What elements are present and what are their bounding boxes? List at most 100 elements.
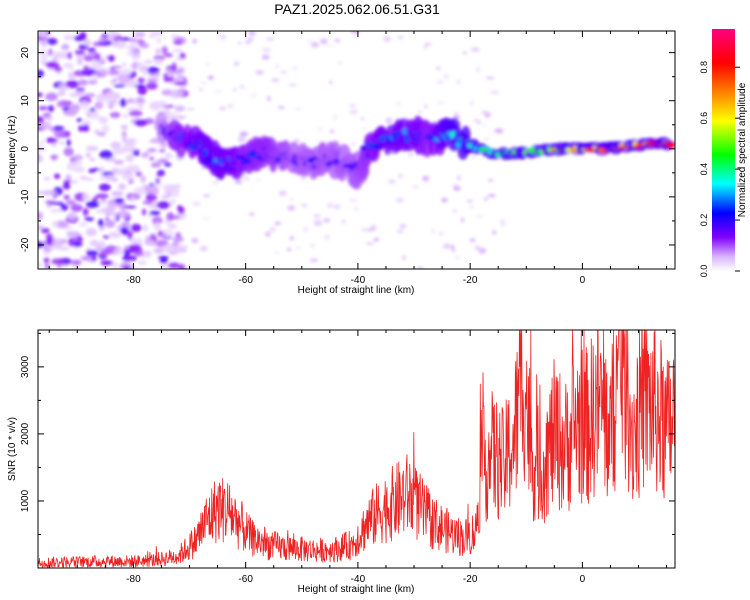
spectral-speckle: [265, 231, 271, 238]
spectral-speckle: [93, 52, 99, 61]
spectral-speckle: [192, 201, 201, 206]
spectral-speckle: [138, 105, 143, 110]
spectral-speckle: [149, 210, 161, 216]
spectral-speckle: [174, 81, 187, 86]
spectral-speckle: [79, 31, 87, 40]
spectral-speckle: [161, 46, 168, 55]
spectral-speckle: [329, 80, 333, 85]
x-tick-label: -60: [238, 275, 253, 286]
spectral-speckle: [484, 197, 488, 201]
spectral-speckle: [383, 36, 391, 42]
spectral-speckle: [104, 217, 109, 221]
spectral-speckle: [130, 223, 142, 232]
spectral-speckle: [161, 244, 176, 254]
spectral-speckle: [38, 106, 48, 111]
spectral-speckle: [120, 124, 128, 130]
spectral-speckle: [456, 79, 461, 85]
spectral-speckle: [144, 239, 155, 245]
spectral-speckle: [141, 152, 150, 159]
spectral-speckle: [317, 127, 324, 132]
spectral-speckle: [119, 98, 127, 108]
spectral-speckle: [74, 49, 86, 55]
spectral-speckle: [69, 160, 83, 167]
spectral-speckle: [43, 257, 50, 264]
spectral-speckle: [125, 154, 135, 163]
spectral-speckle: [266, 95, 271, 102]
spectral-speckle: [174, 105, 186, 112]
spectral-speckle: [60, 203, 69, 212]
spectral-speckle: [148, 104, 158, 109]
spectral-speckle: [401, 255, 407, 261]
spectral-speckle: [313, 213, 322, 219]
colorbar: 0.0 0.2 0.4 0.6 0.8 Normalized spectral ampl…: [699, 29, 748, 277]
spectral-speckle: [476, 66, 480, 73]
colorbar-tick-label: 0.4: [699, 163, 709, 176]
spectral-speckle: [275, 64, 280, 68]
spectral-speckle: [469, 100, 474, 107]
colorbar-label: Normalized spectral amplitude: [737, 82, 748, 217]
spectral-speckle: [483, 137, 490, 142]
spectral-speckle: [220, 34, 227, 41]
spectral-speckle: [146, 78, 159, 82]
y-tick-label: 0: [20, 146, 31, 152]
spectral-speckle: [456, 174, 461, 181]
spectral-speckle: [125, 98, 136, 104]
spectral-speckle: [173, 41, 183, 45]
spectral-speckle: [475, 215, 484, 218]
spectral-speckle: [105, 91, 119, 100]
spectral-speckle: [396, 101, 400, 107]
spectral-speckle: [126, 192, 132, 201]
spectral-speckle: [63, 147, 74, 157]
spectral-speckle: [396, 229, 404, 234]
spectral-speckle: [94, 101, 104, 110]
spectral-speckle: [306, 39, 313, 44]
spectral-speckle: [294, 107, 302, 110]
spectral-speckle: [113, 84, 126, 88]
spectral-speckle: [107, 201, 117, 211]
spectral-speckle: [97, 200, 110, 205]
ridge-core: [404, 135, 411, 143]
spectral-speckle: [164, 162, 172, 167]
spectral-speckle: [76, 118, 83, 123]
spectral-speckle: [412, 184, 419, 190]
spectral-speckle: [56, 100, 70, 108]
y-tick-label: -20: [20, 237, 31, 252]
spectrogram-x-ticks: -80 -60 -40 -20 0: [48, 31, 668, 286]
spectral-speckle: [107, 69, 120, 76]
spectral-speckle: [365, 242, 375, 245]
spectral-speckle: [145, 193, 158, 202]
spectral-speckle: [248, 212, 255, 216]
spectral-speckle: [163, 73, 169, 79]
spectral-speckle: [294, 246, 302, 249]
spectral-speckle: [99, 150, 113, 159]
spectral-speckle: [202, 217, 210, 220]
spectral-speckle: [53, 129, 65, 139]
spectral-speckle: [214, 90, 223, 94]
x-tick-label: -20: [463, 275, 478, 286]
spectral-speckle: [44, 264, 51, 269]
spectral-speckle: [336, 61, 344, 65]
spectral-speckle: [186, 107, 195, 111]
spectral-speckle: [172, 48, 183, 53]
spectral-speckle: [136, 96, 145, 104]
spectral-speckle: [51, 258, 65, 265]
spectral-speckle: [177, 264, 186, 269]
spectral-speckle: [271, 78, 280, 83]
spectral-speckle: [109, 67, 115, 71]
spectral-speckle: [265, 37, 275, 41]
spectral-speckle: [38, 92, 43, 98]
spectral-speckle: [85, 145, 99, 152]
spectral-speckle: [333, 114, 337, 121]
spectral-speckle: [167, 223, 177, 230]
spectral-speckle: [153, 182, 163, 187]
spectral-speckle: [38, 116, 45, 125]
spectral-speckle: [212, 179, 220, 186]
x-tick-label: -20: [463, 574, 478, 585]
spectral-speckle: [469, 155, 479, 158]
spectral-speckle: [70, 259, 82, 266]
spectral-speckle: [450, 247, 456, 253]
spectral-speckle: [166, 71, 175, 76]
spectral-speckle: [45, 116, 53, 121]
spectral-speckle: [83, 54, 95, 62]
spectral-speckle: [158, 148, 166, 153]
